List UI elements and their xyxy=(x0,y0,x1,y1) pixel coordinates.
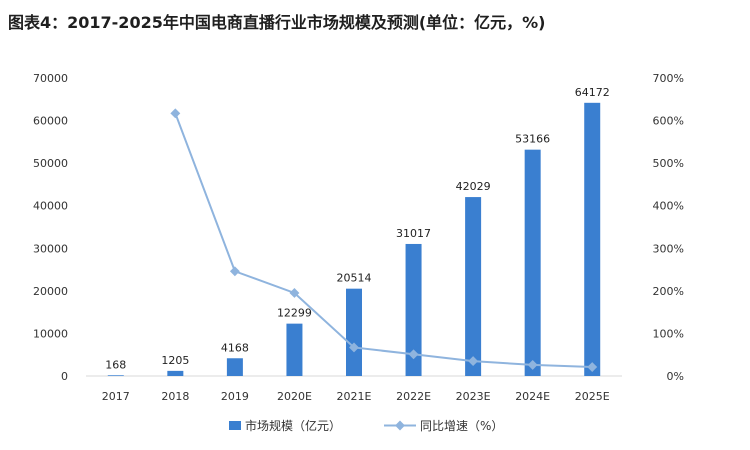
left-y-tick-label: 60000 xyxy=(33,115,68,128)
x-tick-label: 2023E xyxy=(456,390,491,403)
left-y-tick-label: 40000 xyxy=(33,200,68,213)
x-tick-label: 2017 xyxy=(102,390,130,403)
legend-line-label: 同比增速（%） xyxy=(420,419,503,433)
legend-bar-label: 市场规模（亿元） xyxy=(245,418,341,433)
right-y-tick-label: 600% xyxy=(653,115,684,128)
right-y-tick-label: 100% xyxy=(653,327,684,340)
right-y-tick-label: 200% xyxy=(653,285,684,298)
growth-point xyxy=(170,108,181,119)
growth-line xyxy=(174,112,593,369)
legend-line-marker xyxy=(395,420,405,431)
right-y-tick-label: 700% xyxy=(653,72,684,85)
x-tick-label: 2020E xyxy=(277,390,312,403)
legend-bar-swatch xyxy=(229,421,241,430)
bar xyxy=(584,102,601,376)
growth-point xyxy=(289,288,300,298)
bar-data-label: 12299 xyxy=(277,307,312,320)
left-y-tick-label: 50000 xyxy=(33,157,68,170)
right-y-tick-label: 500% xyxy=(653,157,684,170)
line-series xyxy=(170,108,598,373)
x-tick-label: 2021E xyxy=(337,390,372,403)
x-tick-label: 2019 xyxy=(221,390,249,403)
growth-point xyxy=(527,359,538,370)
left-y-tick-label: 20000 xyxy=(33,285,68,298)
bar xyxy=(465,197,482,376)
x-axis: 2017 2018 2019 2020E 2021E 2022E 2023E 2024E 202… xyxy=(102,390,610,403)
right-y-tick-label: 0% xyxy=(667,370,684,383)
bar xyxy=(286,323,303,376)
growth-point xyxy=(349,342,359,353)
bar-data-label: 64172 xyxy=(575,86,610,99)
growth-point xyxy=(587,362,598,373)
right-y-axis: 0% 100% 200% 300% 400% 500% 600% 700% xyxy=(653,72,684,383)
x-tick-label: 2025E xyxy=(575,390,610,403)
x-tick-label: 2022E xyxy=(396,390,431,403)
left-y-tick-label: 30000 xyxy=(33,242,68,255)
left-y-tick-label: 0 xyxy=(61,370,68,383)
legend: 市场规模（亿元） 同比增速（%） xyxy=(229,418,503,433)
bar xyxy=(346,288,362,376)
x-tick-label: 2018 xyxy=(161,390,189,403)
bar-data-label: 1205 xyxy=(161,354,189,367)
bar-series xyxy=(107,102,601,376)
bar-data-label: 42029 xyxy=(456,180,491,193)
bar xyxy=(167,370,184,376)
bar-data-label: 168 xyxy=(105,358,126,371)
bar-data-label: 53166 xyxy=(515,133,550,146)
bar-data-label: 31017 xyxy=(396,227,431,240)
growth-point xyxy=(468,356,479,367)
bar-data-labels: 168 1205 4168 12299 20514 31017 42029 53166 6417… xyxy=(105,86,609,371)
bar xyxy=(405,243,422,376)
growth-point xyxy=(229,266,240,277)
right-y-tick-label: 400% xyxy=(653,200,684,213)
left-y-tick-label: 10000 xyxy=(33,327,68,340)
growth-point xyxy=(408,349,419,360)
chart-title: 图表4：2017-2025年中国电商直播行业市场规模及预测(单位：亿元，%) xyxy=(8,13,546,32)
bar-data-label: 4168 xyxy=(221,341,249,354)
bar xyxy=(226,358,243,376)
left-y-tick-label: 70000 xyxy=(33,72,68,85)
bar-data-label: 20514 xyxy=(337,272,372,285)
bar xyxy=(524,149,541,376)
left-y-axis: 0 10000 20000 30000 40000 50000 60000 70000 xyxy=(33,72,68,383)
x-tick-label: 2024E xyxy=(515,390,550,403)
bar xyxy=(107,375,124,376)
right-y-tick-label: 300% xyxy=(653,242,684,255)
